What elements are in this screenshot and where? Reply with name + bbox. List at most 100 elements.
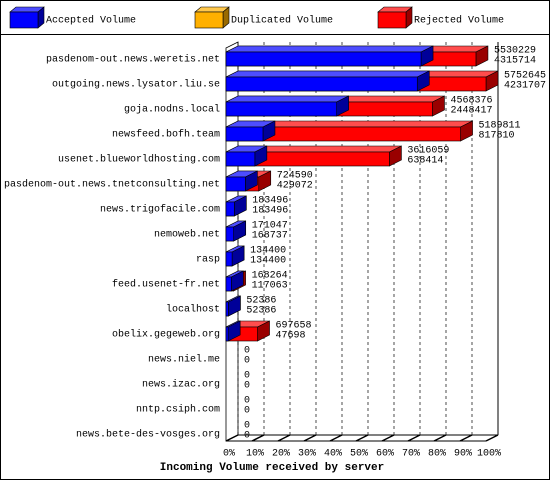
y-tick-label: news.bete-des-vosges.org [76, 429, 220, 441]
bar-front [225, 326, 229, 342]
grid-line [277, 42, 291, 442]
y-tick-label: news.niel.me [148, 354, 220, 366]
y-tick-label: rasp [196, 255, 220, 266]
bar [225, 145, 268, 167]
x-axis-title: Incoming Volume received by server [160, 462, 384, 474]
value-label: 134400 [250, 246, 286, 257]
value-label: 0 [244, 381, 250, 392]
y-tick-label: localhost [166, 304, 220, 316]
grid-line [225, 42, 239, 442]
value-label: 52386 [246, 306, 276, 317]
x-tick-label: 10% [246, 449, 264, 460]
y-tick-label: outgoing.news.lysator.liu.se [52, 79, 220, 91]
grid-line [381, 42, 395, 442]
bar-front [225, 226, 234, 242]
value-label: 171047 [252, 221, 288, 232]
bar-front [225, 301, 229, 317]
y-tick-label: obelix.gegeweb.org [112, 329, 220, 341]
value-label: 724590 [277, 171, 313, 182]
y-tick-label: news.izac.org [142, 379, 220, 391]
bar-front [225, 201, 235, 217]
value-label: 2448417 [450, 106, 492, 117]
grid-line [303, 42, 317, 442]
bar-front [225, 276, 232, 292]
y-tick-label: pasdenom-out.news.tnetconsulting.net [4, 179, 220, 191]
value-label: 0 [244, 421, 250, 432]
value-label: 429072 [277, 181, 313, 192]
bar [225, 45, 434, 67]
x-tick-label: 50% [350, 449, 368, 460]
bar-front [225, 176, 246, 192]
bar-top [225, 95, 349, 103]
x-tick-label: 70% [402, 449, 420, 460]
grid-floor [277, 434, 291, 442]
value-label: 5189811 [479, 121, 521, 132]
bar-front [225, 101, 337, 117]
value-label: 817810 [479, 131, 515, 142]
grid-floor [407, 434, 421, 442]
value-label: 0 [244, 346, 250, 357]
legend-item: Duplicated Volume [194, 6, 333, 29]
bar-front [225, 251, 233, 267]
x-tick-label: 80% [428, 449, 446, 460]
value-label: 0 [244, 396, 250, 407]
value-label: 52386 [246, 296, 276, 307]
value-label: 0 [244, 431, 250, 442]
bar [225, 295, 241, 317]
legend-swatch [9, 11, 39, 29]
value-label: 168264 [252, 271, 288, 282]
grid-floor [355, 434, 369, 442]
bar-top [225, 45, 434, 53]
y-tick-label: goja.nodns.local [124, 104, 220, 116]
grid-line [251, 42, 265, 442]
grid-line [407, 42, 421, 442]
grid-floor [329, 434, 343, 442]
bar [225, 95, 349, 117]
y-tick-label: nntp.csiph.com [136, 404, 220, 416]
value-label: 4568376 [450, 96, 492, 107]
legend-swatch [377, 11, 407, 29]
grid-floor [303, 434, 317, 442]
value-label: 4231707 [504, 81, 546, 92]
bar-top [225, 70, 430, 78]
value-label: 3616059 [407, 146, 449, 157]
value-label: 168737 [252, 231, 288, 242]
bar [225, 120, 276, 142]
x-tick-label: 100% [477, 449, 501, 460]
y-tick-label: nemoweb.net [154, 229, 220, 241]
legend-label: Duplicated Volume [231, 15, 333, 27]
legend-label: Rejected Volume [414, 15, 504, 27]
y-tick-label: news.trigofacile.com [100, 204, 220, 216]
bar [225, 120, 473, 142]
bar-front [225, 51, 422, 67]
grid-line [329, 42, 343, 442]
x-tick-label: 60% [376, 449, 394, 460]
bar [225, 320, 241, 342]
legend-item: Accepted Volume [9, 6, 136, 29]
grid-line [485, 42, 499, 442]
value-label: 134400 [250, 256, 286, 267]
grid-floor [225, 434, 239, 442]
value-label: 0 [244, 371, 250, 382]
value-label: 697658 [276, 321, 312, 332]
x-tick-label: 0% [223, 449, 235, 460]
grid-line [433, 42, 447, 442]
value-label: 183496 [252, 196, 288, 207]
bar [225, 270, 244, 292]
grid-line [355, 42, 369, 442]
value-label: 0 [244, 356, 250, 367]
value-label: 117063 [252, 281, 288, 292]
grid-floor [433, 434, 447, 442]
y-tick-label: newsfeed.bofh.team [112, 129, 220, 141]
value-label: 5752645 [504, 71, 546, 82]
legend-swatch [194, 11, 224, 29]
value-label: 5530229 [494, 46, 536, 57]
x-tick-label: 20% [272, 449, 290, 460]
grid-floor [381, 434, 395, 442]
bar [225, 220, 246, 242]
grid-floor [459, 434, 473, 442]
y-tick-label: pasdenom-out.news.weretis.net [46, 54, 220, 66]
bar-front [225, 151, 256, 167]
